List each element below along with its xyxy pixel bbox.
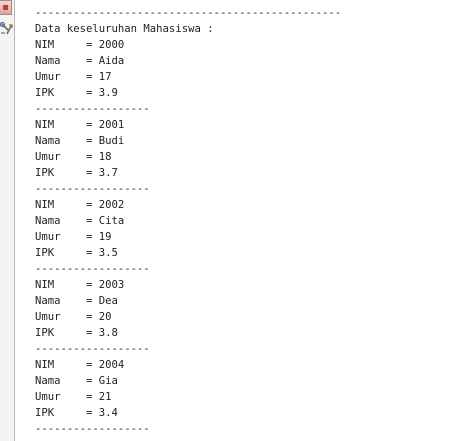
output-line: Umur = 18	[35, 151, 112, 163]
output-line: IPK = 3.4	[35, 407, 118, 419]
output-line: Nama = Aida	[35, 55, 125, 67]
output-line: NIM = 2004	[35, 359, 125, 371]
separator-line: ------------------	[35, 183, 150, 195]
separator-line: ------------------	[35, 423, 150, 435]
console-toolbar-gutter	[0, 0, 15, 441]
output-line: NIM = 2002	[35, 199, 125, 211]
output-line: IPK = 3.7	[35, 167, 118, 179]
output-heading: Data keseluruhan Mahasiswa :	[35, 23, 214, 35]
tools-icon[interactable]	[0, 22, 13, 36]
output-line: Umur = 17	[35, 71, 112, 83]
separator-line: ------------------	[35, 103, 150, 115]
output-line: Umur = 20	[35, 311, 112, 323]
stop-icon[interactable]	[0, 0, 12, 15]
output-line: Umur = 21	[35, 391, 112, 403]
output-line: IPK = 3.9	[35, 87, 118, 99]
output-line: Umur = 19	[35, 231, 112, 243]
output-line: IPK = 3.5	[35, 247, 118, 259]
separator-line: ------------------	[35, 343, 150, 355]
output-line: Nama = Budi	[35, 135, 125, 147]
output-line: NIM = 2000	[35, 39, 125, 51]
output-line: NIM = 2003	[35, 279, 125, 291]
output-line: NIM = 2001	[35, 119, 125, 131]
separator-line: ----------------------------------------…	[35, 7, 342, 19]
output-line: Nama = Gia	[35, 375, 118, 387]
output-line: IPK = 3.8	[35, 327, 118, 339]
output-line: Nama = Cita	[35, 215, 125, 227]
separator-line: ------------------	[35, 263, 150, 275]
console-output: ------------------ ------------------ ----…	[35, 5, 341, 437]
output-line: Nama = Dea	[35, 295, 118, 307]
